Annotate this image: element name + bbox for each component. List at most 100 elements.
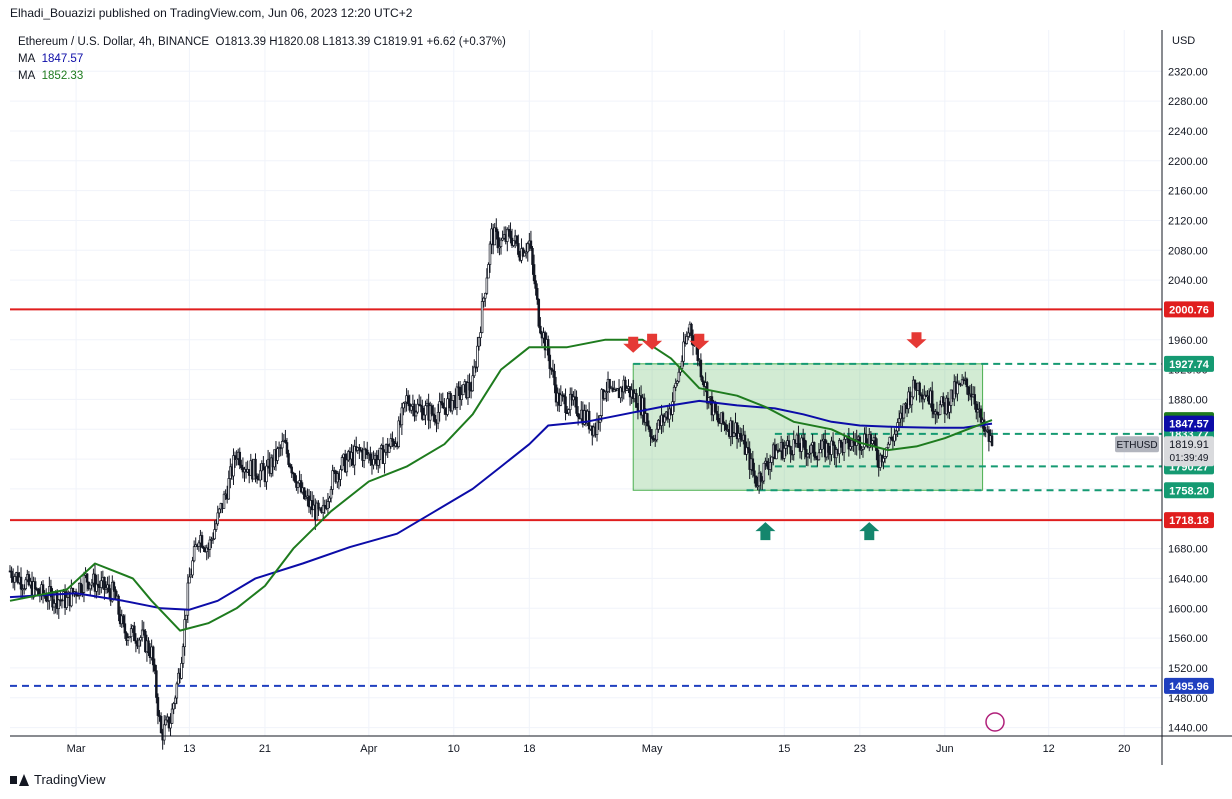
y-tick-label: 2120.00 <box>1168 215 1208 227</box>
candle-body <box>76 594 79 597</box>
candle-body <box>129 628 133 638</box>
candle-body <box>391 438 394 442</box>
candle-body <box>894 430 898 435</box>
candle-body <box>208 539 212 550</box>
y-tick-label: 1560.00 <box>1168 633 1208 645</box>
candle-body <box>967 386 970 396</box>
candle-body <box>358 447 361 451</box>
candle-body <box>24 579 27 589</box>
price-labels-layer: 2000.761718.181495.961927.741833.771790.… <box>985 301 1214 732</box>
candle-body <box>413 403 416 417</box>
candle-body <box>635 393 638 408</box>
candle-body <box>123 623 127 634</box>
ma-tag-1847.57-bg <box>1164 415 1214 432</box>
candle-body <box>79 582 83 593</box>
candle-body <box>153 664 157 672</box>
candle-body <box>975 403 978 413</box>
candle-body <box>808 452 811 455</box>
candle-body <box>104 587 108 590</box>
candle-body <box>173 697 177 704</box>
tradingview-logo-icon <box>10 773 29 786</box>
candle-body <box>93 573 97 592</box>
y-tick-label: 1600.00 <box>1168 603 1208 615</box>
candle-body <box>523 252 526 257</box>
price-tag-1758.20-bg <box>1164 482 1214 499</box>
candle-body <box>487 264 490 279</box>
price-tag-1495.96: 1495.96 <box>1169 681 1209 693</box>
candle-body <box>569 393 572 410</box>
legend-ma2-row[interactable]: MA 1852.33 <box>18 68 506 85</box>
candle-body <box>139 637 142 641</box>
candle-body <box>521 248 525 257</box>
price-tag-1718.18-bg <box>1164 512 1214 529</box>
current-price-bg <box>1164 436 1214 467</box>
candle-body <box>784 444 788 449</box>
candle-body <box>690 323 693 336</box>
candle-body <box>169 722 172 729</box>
candle-body <box>567 409 570 414</box>
candle-body <box>809 444 813 454</box>
arrows-layer <box>623 332 927 541</box>
candle-body <box>432 413 435 416</box>
candle-body <box>170 708 174 724</box>
candle-body <box>885 447 888 457</box>
candle-body <box>817 452 821 461</box>
candle-body <box>397 420 400 447</box>
candle-body <box>122 615 125 625</box>
down-arrow-icon <box>623 336 644 353</box>
candle-body <box>941 396 945 403</box>
candle-body <box>746 447 750 450</box>
legend-ma2-label: MA <box>18 70 36 82</box>
legend-ma1-row[interactable]: MA 1847.57 <box>18 51 506 68</box>
candle-body <box>562 394 566 398</box>
y-tick-label: 1680.00 <box>1168 544 1208 556</box>
candle-body <box>388 445 391 453</box>
candle-body <box>180 663 183 679</box>
up-arrow-icon <box>755 522 776 541</box>
candle-body <box>46 600 50 602</box>
candle-body <box>655 428 659 441</box>
brand-name: TradingView <box>34 772 106 787</box>
candle-body <box>531 248 534 265</box>
current-price-countdown: 01:39:49 <box>1170 453 1209 464</box>
candle-body <box>19 576 23 590</box>
candle-body <box>340 457 344 470</box>
candle-body <box>436 411 440 424</box>
candle-body <box>389 438 393 447</box>
candle-body <box>647 425 651 430</box>
candle-body <box>605 391 608 393</box>
candle-body <box>888 436 891 445</box>
candle-body <box>838 440 841 455</box>
candle-body <box>33 581 37 590</box>
candle-body <box>70 587 73 607</box>
candle-body <box>468 382 471 391</box>
candle-body <box>745 447 748 455</box>
candle-body <box>893 433 896 442</box>
candle-body <box>262 463 265 471</box>
candle-body <box>550 368 553 371</box>
candle-body <box>441 402 445 409</box>
candle-body <box>22 588 26 590</box>
legend: Ethereum / U.S. Dollar, 4h, BINANCE O181… <box>18 34 506 85</box>
candle-body <box>211 538 215 541</box>
y-tick-label: 1640.00 <box>1168 573 1208 585</box>
x-tick-label: 12 <box>1043 743 1055 755</box>
price-tag-2000.76: 2000.76 <box>1169 304 1209 316</box>
candle-body <box>364 448 367 451</box>
candle-body <box>575 396 578 414</box>
ma-blue-line <box>9 399 993 611</box>
y-tick-label: 1440.00 <box>1168 723 1208 735</box>
candle-body <box>625 388 629 391</box>
candle-body <box>90 582 94 586</box>
candle-body <box>738 433 742 438</box>
candle-body <box>60 599 64 602</box>
candle-body <box>164 719 168 726</box>
y-tick-label: 1960.00 <box>1168 335 1208 347</box>
candle-body <box>850 440 854 447</box>
y-tick-label: 2240.00 <box>1168 126 1208 138</box>
candle-body <box>499 239 503 247</box>
candle-body <box>147 640 150 654</box>
candle-body <box>716 413 720 423</box>
footer-brand[interactable]: TradingView <box>10 772 106 787</box>
